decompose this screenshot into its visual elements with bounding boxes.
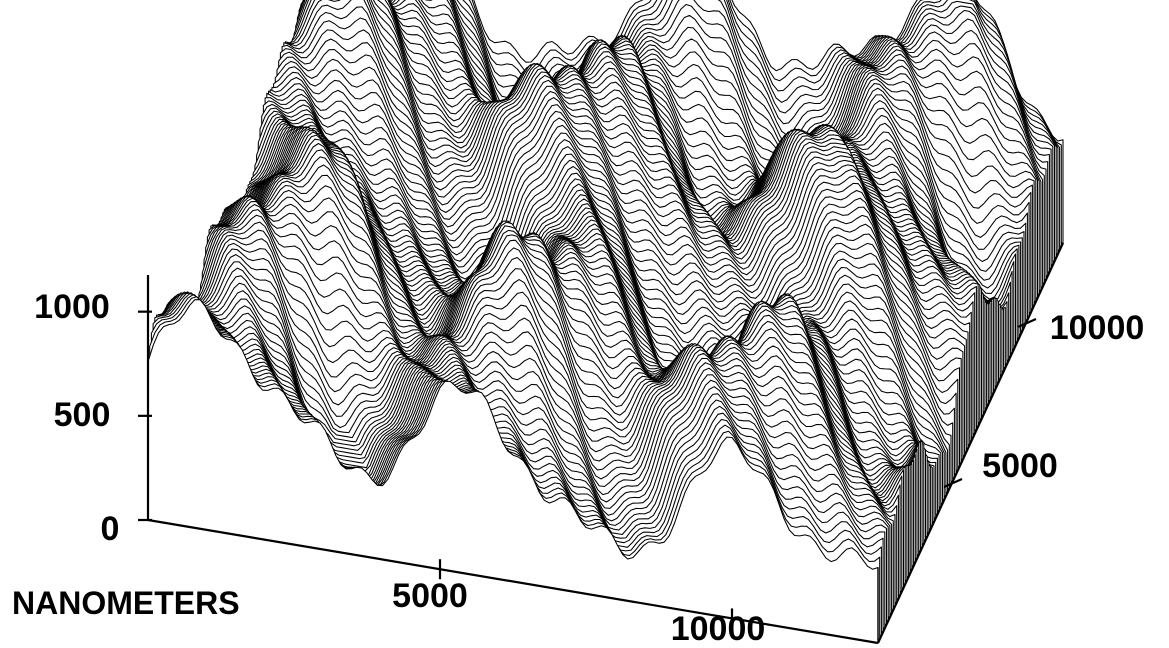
- y-axis-tick: [1017, 317, 1037, 329]
- x-tick-label-5000: 5000: [392, 577, 468, 615]
- y-tick-label-10000: 10000: [1050, 309, 1145, 347]
- surface-profile-line: [147, 299, 879, 644]
- z-tick-label-1000: 1000: [34, 288, 110, 326]
- y-axis-tick: [943, 477, 963, 489]
- x-axis-line: [147, 518, 879, 645]
- axes: [138, 275, 1037, 629]
- surface-profiles: [147, 0, 1064, 644]
- z-tick-label-0: 0: [101, 510, 120, 548]
- x-tick-label-10000: 10000: [671, 610, 766, 648]
- y-tick-label-5000: 5000: [982, 447, 1058, 485]
- y-axis-line: [877, 242, 1064, 644]
- z-tick-label-500: 500: [54, 396, 111, 434]
- x-axis-title: NANOMETERS: [12, 585, 240, 621]
